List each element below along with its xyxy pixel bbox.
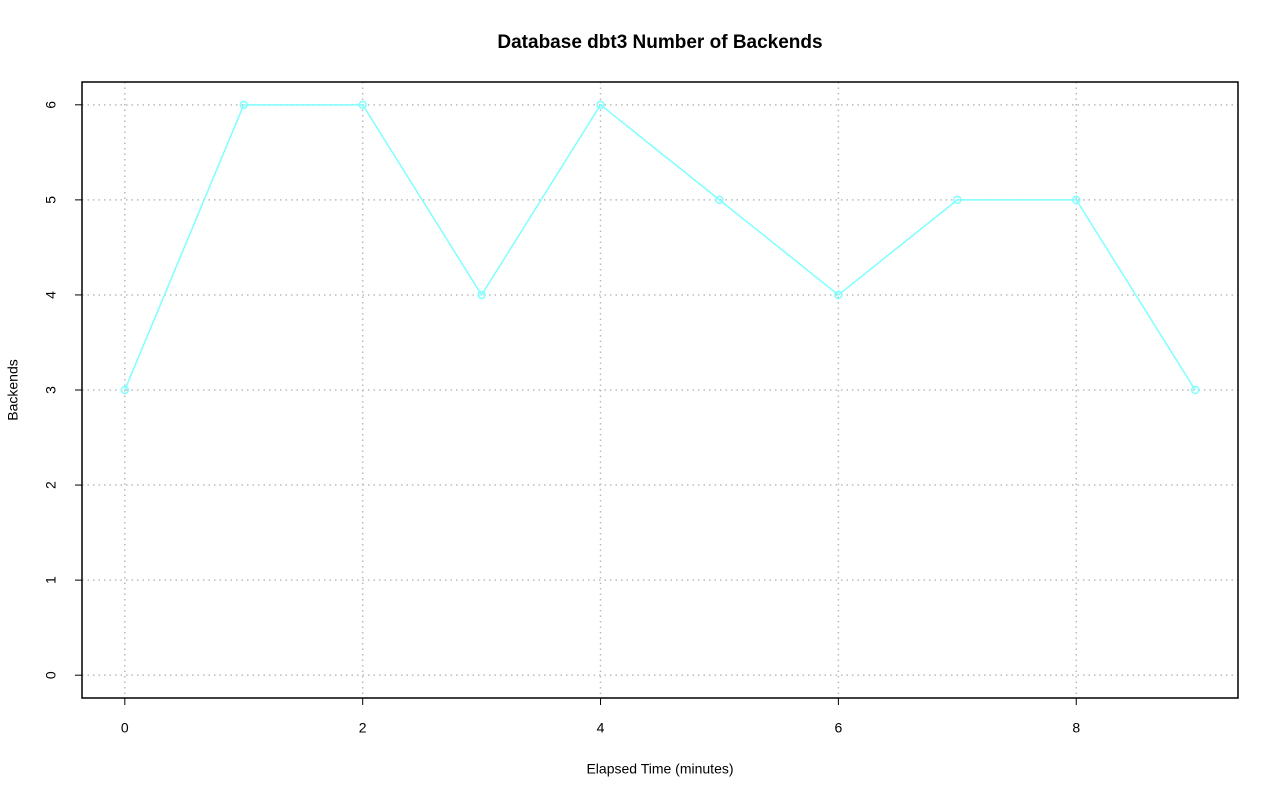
plot-frame: [81, 81, 1239, 699]
point: [596, 100, 605, 110]
point: [1190, 385, 1200, 395]
x-tick-label: 0: [121, 720, 129, 736]
y-axis-label: Backends: [5, 359, 21, 420]
y-tick-label: 0: [43, 671, 59, 679]
point: [715, 195, 724, 205]
y-tick-label: 5: [43, 196, 59, 204]
x-axis-label: Elapsed Time (minutes): [586, 761, 733, 777]
chart-title: Database dbt3 Number of Backends: [497, 32, 822, 53]
point: [477, 290, 486, 300]
y-tick-label: 2: [43, 481, 59, 489]
x-tick-label: 4: [597, 720, 605, 736]
x-tick-label: 6: [834, 720, 842, 736]
point: [834, 290, 843, 300]
y-tick-label: 6: [43, 101, 59, 109]
x-tick-label: 2: [359, 720, 367, 736]
point: [953, 195, 962, 205]
point: [1072, 195, 1081, 205]
point: [358, 100, 367, 110]
line: [124, 103, 1196, 391]
y-tick-label: 1: [43, 576, 59, 584]
x-tick-label: 8: [1072, 720, 1080, 736]
y-tick-label: 4: [43, 291, 59, 299]
y-tick-label: 3: [43, 386, 59, 394]
point: [239, 100, 248, 110]
point: [120, 385, 130, 395]
